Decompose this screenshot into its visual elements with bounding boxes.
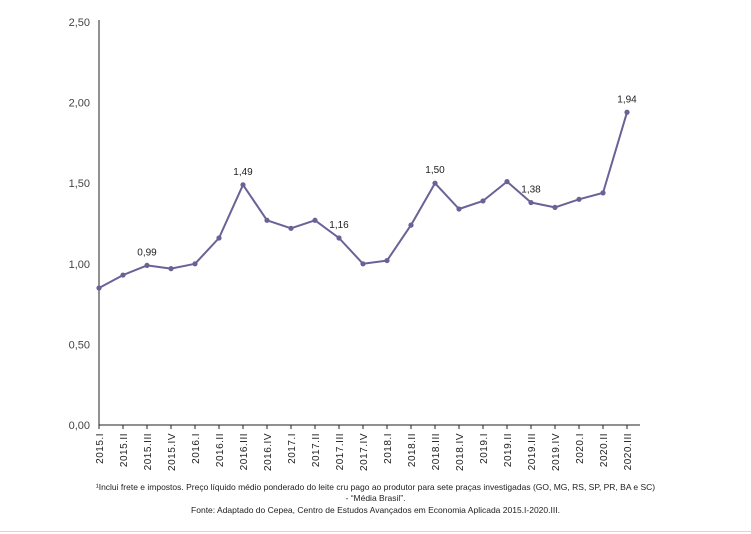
data-point <box>576 196 582 202</box>
data-label: 1,38 <box>521 185 541 196</box>
data-point <box>240 182 246 188</box>
data-point <box>264 217 270 223</box>
data-point <box>480 198 486 204</box>
data-label: 0,99 <box>137 247 157 258</box>
source-note: Fonte: Adaptado do Cepea, Centro de Estu… <box>191 505 560 515</box>
data-point <box>360 261 366 267</box>
x-tick-label: 2017.II <box>311 433 322 467</box>
data-point <box>168 266 174 272</box>
y-axis: 0,00 0,50 1,00 1,50 2,00 2,50 <box>69 17 100 432</box>
x-axis: 2015.I 2015.II 2015.III 2015.IV 2016.I 2016.I… <box>95 424 640 471</box>
x-tick-label: 2015.II <box>119 433 130 467</box>
x-tick-label: 2016.III <box>239 433 250 470</box>
x-tick-label: 2018.II <box>407 433 418 467</box>
data-point <box>312 217 318 223</box>
x-tick-label: 2020.I <box>575 433 586 464</box>
data-point <box>288 225 294 231</box>
y-tick-label: 0,00 <box>69 420 90 432</box>
data-point <box>408 222 414 228</box>
data-point <box>528 199 534 206</box>
x-tick-label: 2017.IV <box>359 433 370 471</box>
data-point <box>432 180 438 186</box>
footnote-line-2: - “Média Brasil”. <box>345 493 406 503</box>
x-tick-label: 2020.II <box>599 433 610 467</box>
x-tick-label: 2015.III <box>143 433 154 470</box>
data-point <box>96 285 102 291</box>
x-tick-label: 2016.I <box>191 433 202 464</box>
bottom-divider <box>0 531 751 532</box>
series-line <box>96 109 630 291</box>
x-tick-label: 2020.III <box>623 433 634 470</box>
x-tick-label: 2017.III <box>335 433 346 470</box>
footnote-line-1: ¹Inclui frete e impostos. Preço líquido … <box>95 482 656 492</box>
x-tick-label: 2018.III <box>431 433 442 470</box>
y-tick-label: 2,50 <box>69 17 90 29</box>
x-tick-label: 2016.IV <box>263 433 274 471</box>
x-tick-label: 2018.I <box>383 433 394 464</box>
data-label: 1,16 <box>329 220 349 231</box>
y-tick-label: 2,00 <box>69 98 90 110</box>
data-labels: 0,99 1,49 1,16 1,50 1,38 1,94 <box>137 94 637 258</box>
data-label: 1,50 <box>425 165 445 176</box>
x-tick-label: 2018.IV <box>455 433 466 471</box>
data-point <box>336 235 342 241</box>
data-point <box>216 235 222 241</box>
y-tick-label: 1,50 <box>69 178 90 190</box>
x-tick-label: 2019.III <box>527 433 538 470</box>
data-point <box>192 261 198 267</box>
x-tick-label: 2019.I <box>479 433 490 464</box>
data-point <box>552 204 558 210</box>
x-tick-label: 2019.II <box>503 433 514 467</box>
data-point <box>504 178 510 185</box>
data-point <box>600 190 606 196</box>
data-label: 1,49 <box>233 167 253 178</box>
data-point <box>456 206 462 212</box>
y-tick-label: 0,50 <box>69 339 90 351</box>
x-tick-label: 2016.II <box>215 433 226 467</box>
x-tick-label: 2015.IV <box>167 433 178 471</box>
data-point <box>144 262 150 269</box>
data-point <box>120 272 126 278</box>
line-chart: 0,000,501,001,502,002,50 2015.I 2015.II 20… <box>69 17 640 471</box>
y-tick-label: 1,00 <box>69 259 90 271</box>
x-tick-label: 2017.I <box>287 433 298 464</box>
x-tick-label: 2019.IV <box>551 433 562 471</box>
data-point <box>624 109 630 115</box>
x-tick-label: 2015.I <box>95 433 106 464</box>
data-point <box>384 257 390 264</box>
data-label: 1,94 <box>617 94 637 105</box>
